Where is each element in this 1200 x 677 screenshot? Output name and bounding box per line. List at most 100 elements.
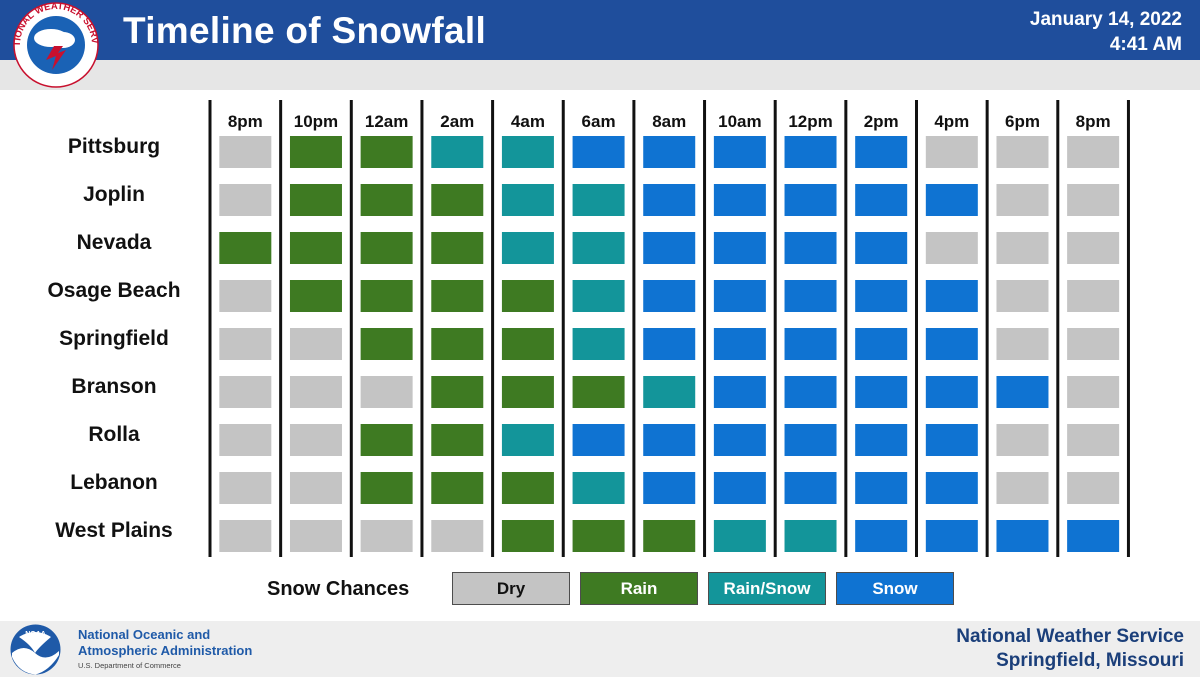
time-label: 6pm bbox=[1005, 112, 1040, 131]
heatmap-cell bbox=[855, 376, 908, 408]
heatmap-cell bbox=[360, 376, 413, 408]
heatmap-cell bbox=[1067, 232, 1120, 264]
legend-title: Snow Chances bbox=[267, 578, 410, 600]
heatmap-cell bbox=[996, 280, 1049, 312]
heatmap-cell bbox=[219, 328, 272, 360]
heatmap-cell bbox=[996, 520, 1049, 552]
legend-label-rain-snow: Rain/Snow bbox=[723, 578, 811, 598]
heatmap-cell bbox=[219, 472, 272, 504]
heatmap-cell bbox=[925, 184, 978, 216]
heatmap-cell bbox=[501, 136, 554, 168]
location-label: Lebanon bbox=[70, 471, 158, 494]
heatmap-cell bbox=[784, 424, 837, 456]
heatmap-cell bbox=[1067, 184, 1120, 216]
heatmap-cell bbox=[572, 184, 625, 216]
heatmap-cell bbox=[1067, 376, 1120, 408]
heatmap-cell bbox=[572, 136, 625, 168]
heatmap-cell bbox=[643, 328, 696, 360]
heatmap-cell bbox=[360, 520, 413, 552]
heatmap-cell bbox=[219, 280, 272, 312]
heatmap-cell bbox=[1067, 280, 1120, 312]
heatmap-cell bbox=[501, 424, 554, 456]
heatmap-cell bbox=[925, 424, 978, 456]
heatmap-cell bbox=[572, 328, 625, 360]
heatmap-cell bbox=[219, 376, 272, 408]
time-label: 4am bbox=[511, 112, 545, 131]
time-label: 8pm bbox=[228, 112, 263, 131]
heatmap-cell bbox=[360, 472, 413, 504]
heatmap-cell bbox=[360, 424, 413, 456]
heatmap-cell bbox=[784, 328, 837, 360]
location-label: West Plains bbox=[55, 519, 173, 542]
legend-item-rain: Rain bbox=[580, 572, 698, 605]
heatmap-cell bbox=[431, 232, 484, 264]
heatmap-cell bbox=[289, 184, 342, 216]
heatmap-cell bbox=[713, 424, 766, 456]
nws-office-line1: National Weather Service bbox=[956, 626, 1184, 647]
timestamp: January 14, 2022 4:41 AM bbox=[1030, 7, 1182, 57]
heatmap-cell bbox=[713, 184, 766, 216]
heatmap-cell bbox=[501, 280, 554, 312]
heatmap-cell bbox=[925, 472, 978, 504]
time-label: 6am bbox=[582, 112, 616, 131]
noaa-department: U.S. Department of Commerce bbox=[78, 661, 181, 670]
location-label: Branson bbox=[71, 375, 156, 398]
heatmap-cell bbox=[1067, 520, 1120, 552]
legend-item-snow: Snow bbox=[836, 572, 954, 605]
heatmap-cell bbox=[289, 520, 342, 552]
heatmap-cell bbox=[501, 184, 554, 216]
heatmap-cell bbox=[572, 232, 625, 264]
heatmap-cell bbox=[643, 376, 696, 408]
snowfall-timeline-chart: 8pm 10pm 12am 2am 4am 6am 8am 10am 12pm 2pm 4pm 6pm… bbox=[47, 100, 1130, 557]
location-label: Nevada bbox=[77, 231, 152, 254]
heatmap-cell bbox=[643, 184, 696, 216]
heatmap-cell bbox=[855, 328, 908, 360]
location-label: Rolla bbox=[88, 423, 140, 446]
heatmap-cell bbox=[713, 472, 766, 504]
heatmap-cell bbox=[360, 280, 413, 312]
heatmap-cell bbox=[572, 472, 625, 504]
noaa-name-line1: National Oceanic and bbox=[78, 627, 211, 642]
heatmap-cell bbox=[501, 376, 554, 408]
heatmap-cell bbox=[219, 184, 272, 216]
date-text: January 14, 2022 bbox=[1029, 9, 1182, 30]
time-label: 4pm bbox=[934, 112, 969, 131]
nws-office: National Weather Service Springfield, Mi… bbox=[956, 625, 1184, 673]
heatmap-cell bbox=[289, 280, 342, 312]
heatmap-cell bbox=[572, 520, 625, 552]
heatmap-cell bbox=[431, 328, 484, 360]
time-label: 8pm bbox=[1076, 112, 1111, 131]
time-label: 2am bbox=[440, 112, 474, 131]
heatmap-cell bbox=[925, 328, 978, 360]
heatmap-cell bbox=[643, 472, 696, 504]
heatmap-cell bbox=[925, 280, 978, 312]
heatmap-cell bbox=[219, 520, 272, 552]
heatmap-cell bbox=[713, 328, 766, 360]
heatmap-cell bbox=[784, 232, 837, 264]
time-text: 4:41 AM bbox=[1109, 34, 1182, 55]
header-bar bbox=[0, 0, 1200, 60]
heatmap-cell bbox=[996, 424, 1049, 456]
heatmap-cell bbox=[925, 136, 978, 168]
heatmap-cell bbox=[360, 184, 413, 216]
heatmap-cell bbox=[431, 280, 484, 312]
heatmap-cell bbox=[501, 520, 554, 552]
noaa-name-line2: Atmospheric Administration bbox=[78, 643, 253, 658]
heatmap-cell bbox=[219, 232, 272, 264]
heatmap-cell bbox=[431, 424, 484, 456]
heatmap-cell bbox=[1067, 328, 1120, 360]
heatmap-cell bbox=[643, 232, 696, 264]
heatmap-cell bbox=[572, 280, 625, 312]
heatmap-cell bbox=[643, 424, 696, 456]
time-label: 12pm bbox=[788, 112, 832, 131]
legend-item-rain-snow: Rain/Snow bbox=[708, 572, 826, 605]
time-label: 10am bbox=[718, 112, 761, 131]
heatmap-cell bbox=[1067, 136, 1120, 168]
legend-label-dry: Dry bbox=[496, 578, 526, 598]
heatmap-cell bbox=[431, 472, 484, 504]
heatmap-cell bbox=[289, 232, 342, 264]
location-label: Joplin bbox=[83, 183, 145, 206]
time-label: 10pm bbox=[294, 112, 338, 131]
legend-label-snow: Snow bbox=[872, 578, 918, 598]
heatmap-cell bbox=[289, 136, 342, 168]
